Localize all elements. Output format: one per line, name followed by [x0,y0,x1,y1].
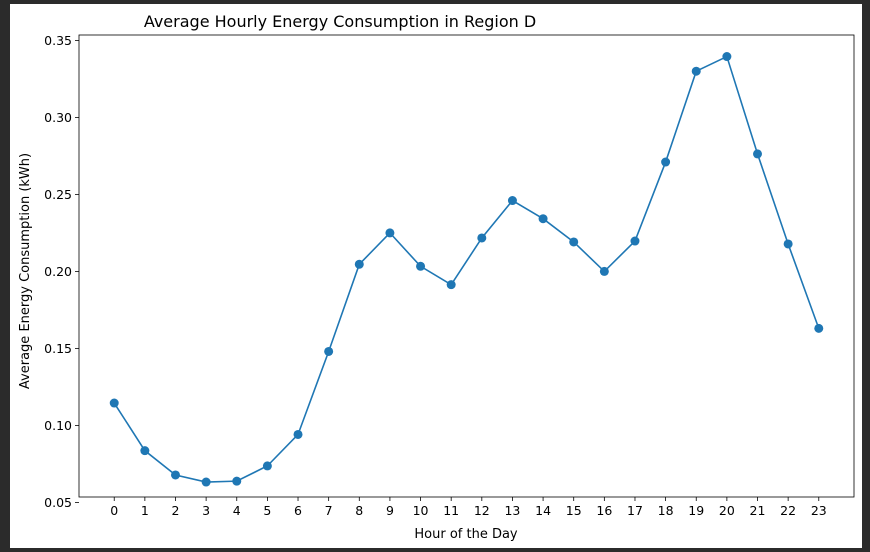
data-point [109,398,119,408]
data-point [722,52,732,62]
x-tick-label: 8 [355,503,363,518]
data-point [814,323,824,333]
y-tick-label: 0.15 [44,341,72,356]
x-axis-label: Hour of the Day [414,527,518,542]
line-chart: Average Hourly Energy Consumption in Reg… [18,12,855,542]
x-tick-label: 6 [294,503,302,518]
data-point [201,477,211,487]
data-point [446,280,456,290]
x-tick-label: 10 [413,503,429,518]
data-point [324,346,334,356]
data-point [354,259,364,269]
x-tick-label: 3 [202,503,210,518]
y-tick-label: 0.10 [44,418,72,433]
x-tick-label: 2 [172,503,180,518]
x-tick-label: 21 [750,503,766,518]
data-point [293,429,303,439]
x-tick-label: 4 [233,503,241,518]
chart-canvas: Average Hourly Energy Consumption in Reg… [10,4,862,548]
data-point [232,476,242,486]
data-point [385,228,395,238]
data-point [661,157,671,167]
data-point [630,236,640,246]
chart-title: Average Hourly Energy Consumption in Reg… [144,12,536,31]
x-tick-label: 23 [811,503,827,518]
data-point [599,266,609,276]
series-line [113,55,820,483]
data-point [783,239,793,249]
x-tick-label: 14 [535,503,551,518]
x-tick-label: 12 [474,503,490,518]
x-tick-label: 20 [719,503,735,518]
y-tick-label: 0.20 [44,264,72,279]
x-tick-label: 15 [566,503,582,518]
x-tick-label: 0 [110,503,118,518]
data-point [140,446,150,456]
x-tick-label: 19 [688,503,704,518]
x-tick-label: 9 [386,503,394,518]
y-tick-label: 0.25 [44,187,72,202]
x-tick-label: 11 [443,503,459,518]
data-point [416,261,426,271]
x-tick-label: 18 [658,503,674,518]
data-point [538,214,548,224]
data-point [569,237,579,247]
data-point [691,66,701,76]
x-tick-label: 5 [263,503,271,518]
y-tick-label: 0.30 [44,110,72,125]
data-point [477,233,487,243]
x-tick-label: 1 [141,503,149,518]
y-tick-label: 0.05 [44,495,72,510]
x-tick-label: 16 [596,503,612,518]
x-tick-label: 7 [325,503,333,518]
y-axis-label: Average Energy Consumption (kWh) [18,153,33,389]
y-tick-label: 0.35 [44,33,72,48]
x-tick-label: 22 [780,503,796,518]
x-tick-label: 13 [504,503,520,518]
x-tick-label: 17 [627,503,643,518]
data-point [753,149,763,159]
data-point [170,470,180,480]
plot-frame [78,34,855,498]
data-point [262,461,272,471]
data-point [507,196,517,206]
